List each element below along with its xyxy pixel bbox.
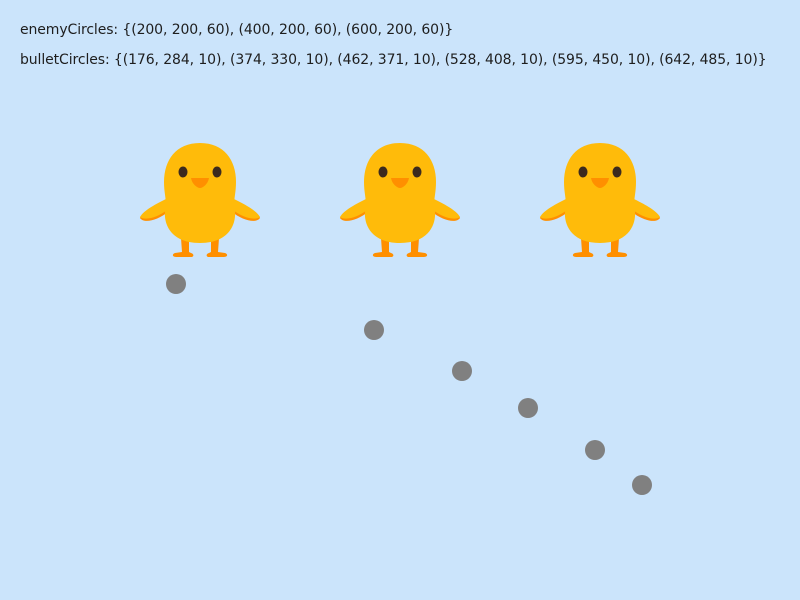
bullet <box>518 398 538 418</box>
bullet-circles-readout: bulletCircles: {(176, 284, 10), (374, 33… <box>20 52 767 68</box>
enemy-circles-readout: enemyCircles: {(200, 200, 60), (400, 200… <box>20 22 454 38</box>
bullet <box>166 274 186 294</box>
bullet <box>364 320 384 340</box>
bullet-layer <box>166 274 652 495</box>
bullet <box>585 440 605 460</box>
enemy-layer <box>140 143 660 257</box>
bullet <box>632 475 652 495</box>
chick-icon <box>540 143 660 257</box>
bullet <box>452 361 472 381</box>
chick-icon <box>340 143 460 257</box>
chick-icon <box>140 143 260 257</box>
